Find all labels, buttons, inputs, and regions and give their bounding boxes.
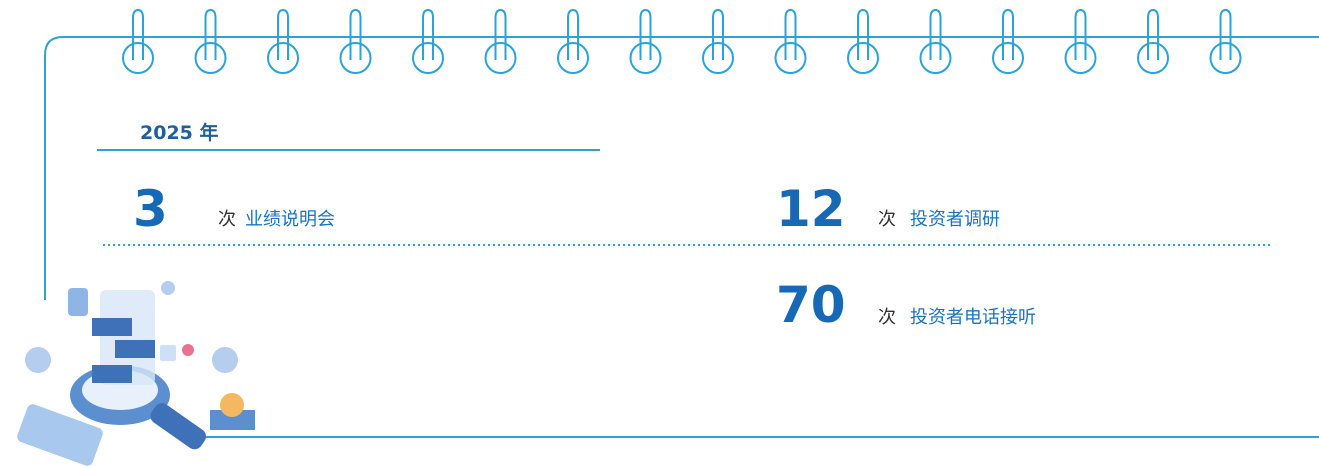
binder-ring [993, 10, 1023, 73]
illustration [16, 281, 255, 467]
binder-ring [486, 10, 516, 73]
binder-ring [123, 10, 153, 73]
calendar-frame [0, 0, 1319, 467]
stat-label: 投资者电话接听 [910, 303, 1036, 329]
stat-label: 业绩说明会 [245, 205, 335, 231]
stat-unit: 次 [218, 205, 236, 231]
stat-unit: 次 [878, 303, 896, 329]
binder-ring [921, 10, 951, 73]
binder-ring [776, 10, 806, 73]
binder-ring [1211, 10, 1241, 73]
stat-label: 投资者调研 [910, 205, 1000, 231]
binder-ring [413, 10, 443, 73]
binder-ring [848, 10, 878, 73]
binder-ring [196, 10, 226, 73]
binder-ring [703, 10, 733, 73]
stat-value: 70 [776, 280, 846, 330]
binder-ring [558, 10, 588, 73]
binder-ring [631, 10, 661, 73]
year-title: 2025 年 [140, 118, 219, 145]
binder-ring [1138, 10, 1168, 73]
binder-ring [268, 10, 298, 73]
frame-line [45, 37, 1319, 300]
binder-ring [1066, 10, 1096, 73]
stat-value: 3 [133, 184, 168, 234]
binder-ring [341, 10, 371, 73]
page: 2025 年 3 次 业绩说明会 12 次 投资者调研 70 次 投资者电话接听 [0, 0, 1319, 467]
stat-value: 12 [776, 184, 846, 234]
stat-unit: 次 [878, 205, 896, 231]
